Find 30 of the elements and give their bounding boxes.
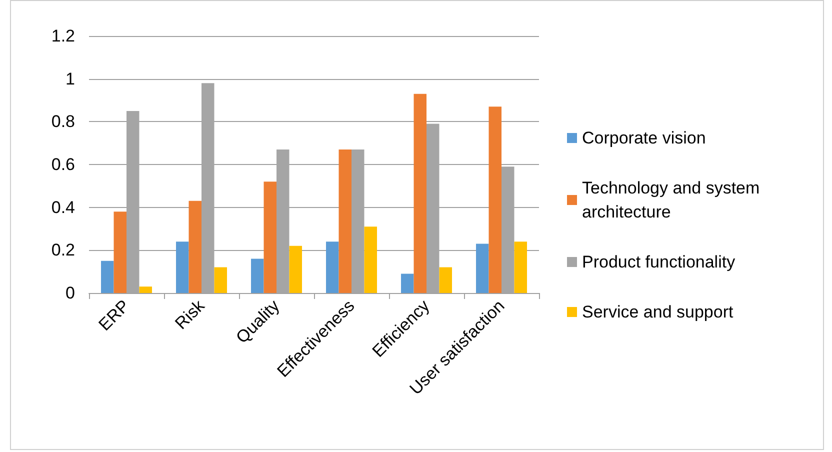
y-tick-label: 1 bbox=[66, 69, 75, 88]
legend-label: Service and support bbox=[582, 302, 734, 322]
bar bbox=[176, 242, 189, 293]
bar bbox=[364, 226, 377, 293]
bar bbox=[326, 242, 339, 293]
legend-label: Corporate vision bbox=[582, 128, 706, 148]
y-tick-label: 1.2 bbox=[51, 26, 75, 46]
y-tick-label: 0.4 bbox=[51, 198, 75, 217]
y-tick-label: 0.8 bbox=[51, 112, 75, 132]
bar bbox=[514, 242, 527, 293]
bar bbox=[439, 267, 452, 293]
x-tick-label: Risk bbox=[171, 296, 209, 334]
bar bbox=[114, 212, 126, 293]
bar bbox=[214, 267, 227, 293]
y-tick-label: 0 bbox=[66, 284, 75, 302]
bar bbox=[251, 258, 264, 293]
bar bbox=[488, 106, 502, 293]
bar bbox=[476, 244, 489, 293]
bar bbox=[401, 274, 414, 293]
bar bbox=[188, 200, 202, 293]
bar bbox=[414, 94, 426, 293]
bar bbox=[264, 182, 276, 293]
bar bbox=[338, 150, 352, 293]
y-tick-label: 0.2 bbox=[51, 240, 75, 260]
y-tick-label: 0.6 bbox=[51, 155, 75, 174]
legend-label: Product functionality bbox=[582, 252, 736, 272]
bar bbox=[289, 246, 302, 293]
bar bbox=[139, 286, 152, 293]
bar bbox=[101, 260, 114, 293]
legend-label: Technology and system architecture bbox=[582, 178, 764, 222]
